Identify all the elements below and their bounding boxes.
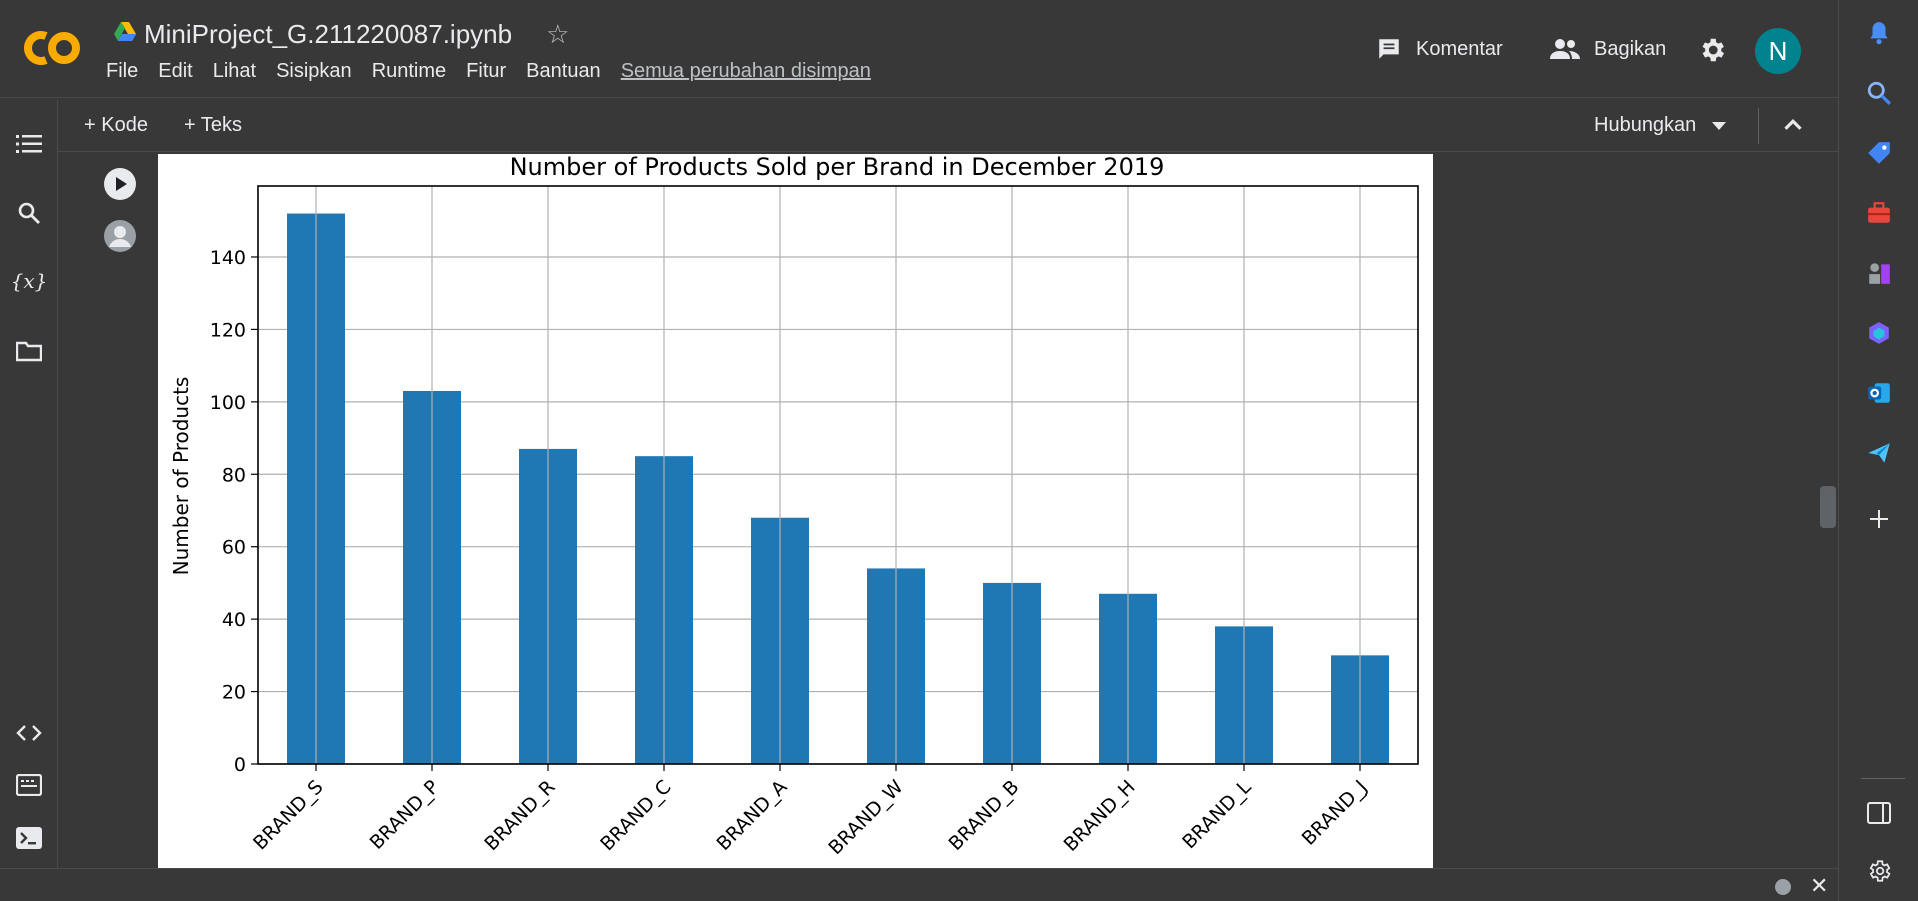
right-panel-divider bbox=[1861, 778, 1905, 779]
cell-output: Number of Products Sold per Brand in Dec… bbox=[158, 154, 1433, 868]
settings-gear-icon[interactable] bbox=[1697, 35, 1727, 65]
x-tick-label: BRAND_W bbox=[824, 776, 907, 859]
x-tick-label: BRAND_J bbox=[1298, 776, 1372, 850]
tag-icon[interactable] bbox=[1864, 138, 1894, 168]
y-tick-label: 0 bbox=[234, 754, 246, 776]
x-tick-label: BRAND_C bbox=[596, 776, 675, 855]
variables-icon[interactable]: {x} bbox=[10, 269, 48, 293]
status-indicator-icon bbox=[1775, 879, 1791, 895]
y-tick-label: 20 bbox=[222, 682, 246, 704]
menu-file[interactable]: File bbox=[106, 60, 139, 82]
y-tick-label: 120 bbox=[210, 319, 246, 341]
notebook-toolbar: + Kode + Teks Hubungkan bbox=[58, 100, 1838, 152]
people-icon bbox=[1550, 39, 1580, 59]
y-tick-label: 40 bbox=[222, 609, 246, 631]
command-palette-icon[interactable] bbox=[14, 770, 44, 800]
search-icon-right[interactable] bbox=[1864, 78, 1894, 108]
x-tick-label: BRAND_P bbox=[366, 776, 444, 854]
right-side-panel bbox=[1838, 0, 1918, 901]
cell-author-avatar bbox=[104, 220, 136, 252]
menu-bantuan[interactable]: Bantuan bbox=[526, 60, 601, 82]
notebook-title[interactable]: MiniProject_G.211220087.ipynb bbox=[144, 18, 513, 49]
x-tick-label: BRAND_H bbox=[1060, 776, 1140, 856]
colab-logo[interactable] bbox=[20, 26, 84, 70]
briefcase-icon[interactable] bbox=[1864, 198, 1894, 228]
y-tick-label: 100 bbox=[210, 392, 246, 414]
x-tick-label: BRAND_R bbox=[480, 776, 559, 855]
x-tick-label: BRAND_A bbox=[712, 776, 791, 855]
connect-label: Hubungkan bbox=[1594, 114, 1697, 136]
search-icon[interactable] bbox=[14, 198, 44, 228]
x-grid-layer bbox=[315, 186, 1361, 764]
notification-bell-icon[interactable] bbox=[1864, 18, 1894, 48]
title-row: MiniProject_G.211220087.ipynb ☆ bbox=[114, 16, 569, 52]
person-icon bbox=[109, 226, 131, 247]
y-tick-label: 60 bbox=[222, 537, 246, 559]
settings-icon-right[interactable] bbox=[1864, 856, 1894, 886]
games-chess-icon[interactable] bbox=[1864, 258, 1894, 288]
copilot-icon[interactable] bbox=[1864, 318, 1894, 348]
comment-button[interactable]: Komentar bbox=[1376, 36, 1503, 62]
chevron-up-icon[interactable] bbox=[1778, 110, 1808, 140]
comment-icon bbox=[1379, 39, 1399, 59]
sidebar-toggle-icon[interactable] bbox=[1864, 798, 1894, 828]
menu-edit[interactable]: Edit bbox=[158, 60, 193, 82]
folder-icon[interactable] bbox=[14, 336, 44, 366]
menu-sisipkan[interactable]: Sisipkan bbox=[276, 60, 352, 82]
close-icon[interactable]: ✕ bbox=[1810, 873, 1829, 898]
user-avatar[interactable]: N bbox=[1755, 28, 1801, 74]
share-label: Bagikan bbox=[1594, 37, 1667, 60]
y-tick-label: 140 bbox=[210, 247, 246, 269]
left-sidebar: {x} bbox=[0, 100, 58, 868]
x-tick-label: BRAND_B bbox=[944, 776, 1023, 855]
status-bar: ✕ bbox=[0, 868, 1838, 901]
bar-chart: Number of Products Sold per Brand in Dec… bbox=[169, 154, 1419, 859]
toolbar-divider bbox=[1758, 108, 1759, 144]
y-tick-label: 80 bbox=[222, 464, 246, 486]
bar-layer bbox=[287, 213, 1389, 764]
table-of-contents-icon[interactable] bbox=[14, 129, 44, 159]
menu-bar: File Edit Lihat Sisipkan Runtime Fitur B… bbox=[106, 60, 871, 83]
caret-down-icon bbox=[1712, 121, 1727, 130]
y-axis-label: Number of Products bbox=[169, 377, 193, 576]
play-icon bbox=[116, 177, 127, 191]
terminal-icon[interactable] bbox=[14, 823, 44, 853]
code-snippets-icon[interactable] bbox=[14, 718, 44, 748]
scrollbar-thumb[interactable] bbox=[1820, 486, 1836, 528]
outlook-icon[interactable] bbox=[1864, 378, 1894, 408]
x-tick-label: BRAND_L bbox=[1178, 776, 1256, 854]
app-header: MiniProject_G.211220087.ipynb ☆ File Edi… bbox=[0, 0, 1838, 98]
comment-label: Komentar bbox=[1416, 37, 1503, 60]
chart-title: Number of Products Sold per Brand in Dec… bbox=[510, 154, 1165, 181]
add-code-button[interactable]: + Kode bbox=[84, 114, 148, 136]
add-icon[interactable] bbox=[1864, 504, 1894, 534]
add-text-button[interactable]: + Teks bbox=[184, 114, 242, 136]
menu-runtime[interactable]: Runtime bbox=[371, 60, 447, 82]
send-plane-icon[interactable] bbox=[1864, 438, 1894, 468]
plot-frame bbox=[257, 185, 1419, 765]
share-button[interactable]: Bagikan bbox=[1550, 36, 1666, 62]
save-status-link[interactable]: Semua perubahan disimpan bbox=[620, 60, 871, 82]
x-tick-label: BRAND_S bbox=[249, 776, 327, 854]
drive-icon bbox=[114, 21, 136, 47]
menu-fitur[interactable]: Fitur bbox=[466, 60, 507, 82]
run-cell-button[interactable] bbox=[104, 168, 136, 200]
menu-lihat[interactable]: Lihat bbox=[212, 60, 257, 82]
connect-button[interactable]: Hubungkan bbox=[1594, 114, 1727, 137]
star-icon[interactable]: ☆ bbox=[546, 18, 570, 49]
